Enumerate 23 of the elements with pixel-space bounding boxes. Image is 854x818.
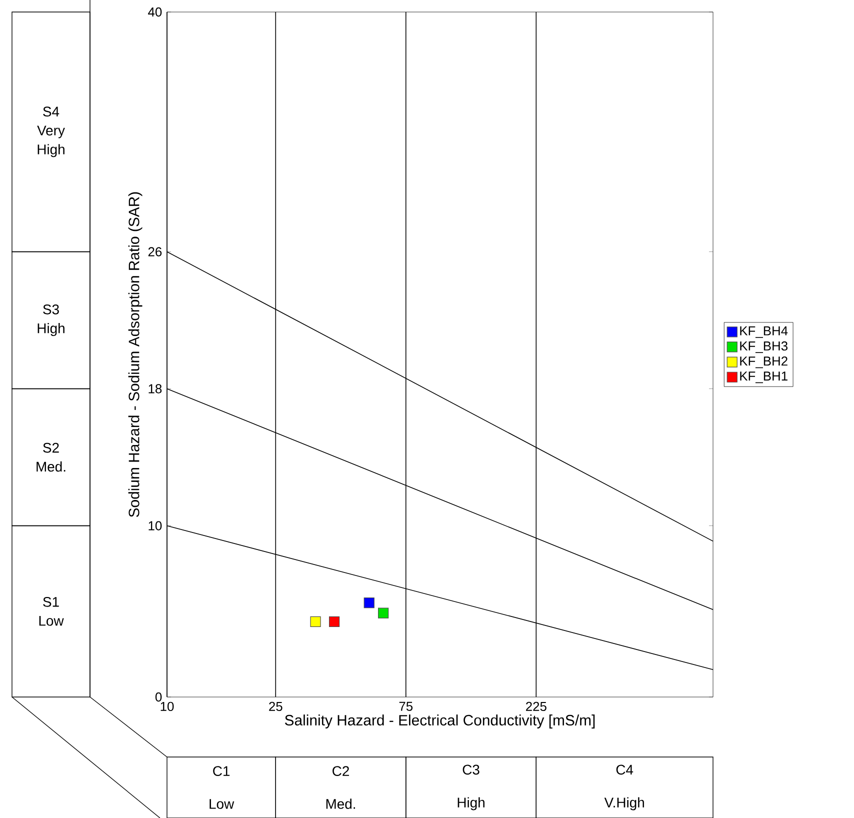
legend-label: KF_BH4 [740,326,788,338]
text: S2 Med. [36,442,66,472]
legend-label: KF_BH2 [740,356,788,368]
y-tick-label: 18 [148,384,162,394]
x-axis-title: Salinity Hazard - Electrical Conductivity [mS/m] [284,714,595,728]
y-tick-label: 10 [148,521,162,530]
text: S1 Low [39,596,64,626]
y-tick-label: 0 [155,692,162,702]
x-tick-label: 10 [160,702,174,712]
y-tick-label: 26 [148,247,162,256]
text: C2 Med. [326,766,355,809]
text: C3 High [458,764,484,810]
text: C1 Low [210,766,234,809]
y-tick-label: 40 [148,7,162,17]
text: S3 High [38,304,64,336]
legend-label: KF_BH1 [740,372,788,384]
y-axis-title: Sodium Hazard - Sodium Adsorption Ratio (SAR) [128,192,142,518]
x-tick-label: 25 [269,702,282,712]
x-tick-label: 225 [526,702,546,712]
x-tick-label: 75 [399,702,413,711]
text: S4 Very High [37,106,65,158]
legend-label: KF_BH3 [740,341,788,353]
text: C4 V.High [604,764,644,810]
